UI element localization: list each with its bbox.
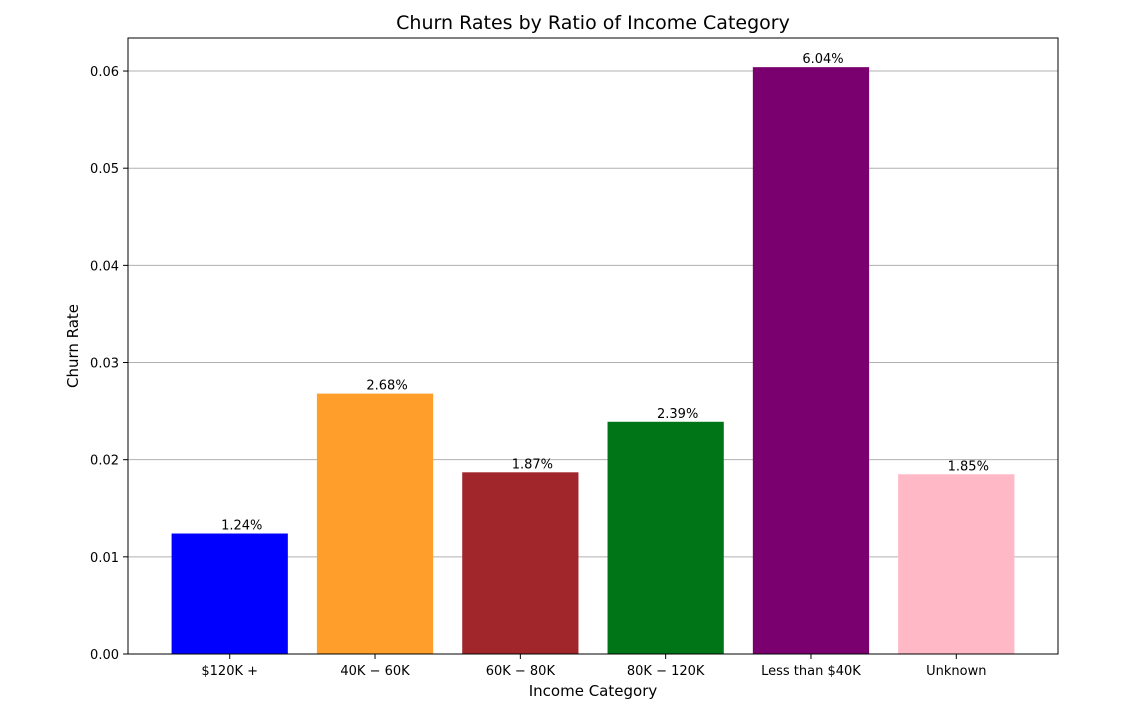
- bar: [607, 421, 724, 654]
- y-tick-label: 0.03: [90, 357, 119, 372]
- y-axis-ticks: 0.00 0.01 0.02 0.03 0.04 0.05 0.06: [90, 65, 128, 663]
- bar: [462, 472, 579, 654]
- chart-title: Churn Rates by Ratio of Income Category: [396, 12, 790, 34]
- bar-value-label: 1.85%: [948, 459, 989, 474]
- data-labels: 1.24% 2.68% 1.87% 2.39% 6.04% 1.85%: [221, 52, 989, 533]
- bar: [171, 533, 288, 654]
- bar-value-label: 2.68%: [366, 379, 407, 394]
- bar-value-label: 1.24%: [221, 519, 262, 534]
- bar-value-label: 1.87%: [512, 457, 553, 472]
- y-tick-label: 0.01: [90, 551, 119, 566]
- x-tick-label: $120K +: [201, 664, 258, 679]
- x-axis-title: Income Category: [529, 682, 658, 700]
- bar: [752, 67, 870, 655]
- y-tick-label: 0.06: [90, 65, 119, 80]
- x-tick-label: 60K − 80K: [486, 664, 556, 679]
- y-tick-label: 0.00: [90, 648, 119, 663]
- bars: [171, 67, 1015, 655]
- bar: [316, 393, 434, 654]
- y-tick-label: 0.04: [90, 259, 119, 274]
- bar-value-label: 6.04%: [802, 52, 843, 67]
- x-tick-label: Less than $40K: [761, 664, 861, 679]
- x-tick-label: Unknown: [926, 664, 986, 679]
- x-axis-ticks: $120K + 40K − 60K 60K − 80K 80K − 120K Less …: [201, 654, 986, 679]
- plot-frame: [127, 37, 1059, 655]
- y-axis-title: Churn Rate: [64, 304, 82, 388]
- y-tick-label: 0.02: [90, 454, 119, 469]
- bar-value-label: 2.39%: [657, 407, 698, 422]
- x-tick-label: 80K − 120K: [627, 664, 705, 679]
- x-tick-label: 40K − 60K: [340, 664, 410, 679]
- bar: [898, 474, 1015, 654]
- y-tick-label: 0.05: [90, 162, 119, 177]
